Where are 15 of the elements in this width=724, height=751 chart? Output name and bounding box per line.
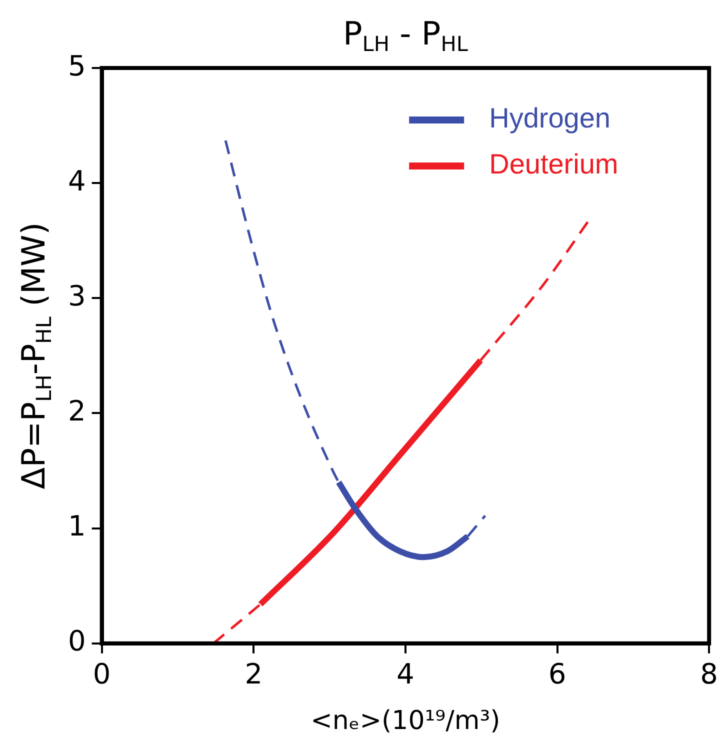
x-tick-label: 6: [548, 657, 566, 690]
x-tick-label: 8: [700, 657, 718, 690]
x-tick-label: 4: [396, 657, 414, 690]
x-tick-label: 2: [244, 657, 263, 690]
y-tick-label: 3: [68, 279, 86, 312]
y-tick-label: 4: [68, 164, 86, 198]
y-tick-label: 0: [68, 624, 86, 658]
legend-label: Deuterium: [489, 148, 618, 180]
y-tick-label: 1: [68, 510, 86, 543]
legend-label: Hydrogen: [489, 102, 610, 134]
y-tick-label: 2: [68, 394, 86, 428]
y-tick-label: 5: [68, 49, 86, 82]
x-tick-label: 0: [92, 657, 111, 690]
x-axis-title: <nₑ>(10¹⁹/m³): [310, 706, 500, 736]
y-axis-title: ΔP=PLH-PHL (MW): [14, 222, 56, 490]
